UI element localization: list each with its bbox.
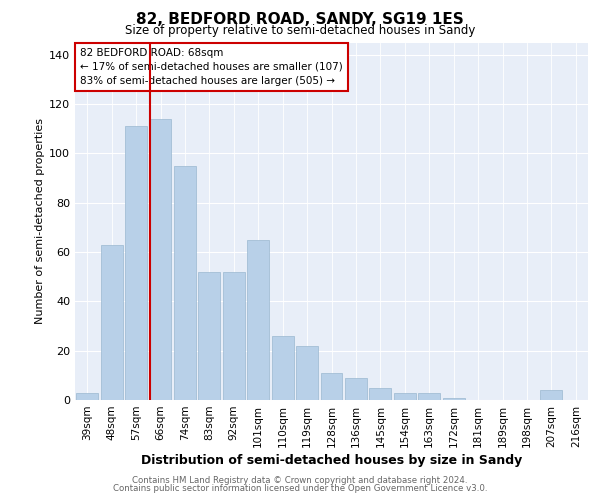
Bar (296, 346, 318, 400)
Bar (247, 240, 269, 400)
Y-axis label: Number of semi-detached properties: Number of semi-detached properties (35, 118, 45, 324)
Bar (370, 388, 391, 400)
X-axis label: Distribution of semi-detached houses by size in Sandy: Distribution of semi-detached houses by … (141, 454, 522, 467)
Bar (443, 398, 464, 400)
Bar (541, 390, 562, 400)
Bar (345, 378, 367, 400)
Bar (149, 119, 172, 400)
Bar (76, 392, 98, 400)
Bar (125, 126, 147, 400)
Text: Size of property relative to semi-detached houses in Sandy: Size of property relative to semi-detach… (125, 24, 475, 37)
Text: Contains HM Land Registry data © Crown copyright and database right 2024.: Contains HM Land Registry data © Crown c… (132, 476, 468, 485)
Bar (223, 272, 245, 400)
Bar (101, 244, 122, 400)
Bar (418, 392, 440, 400)
Bar (394, 392, 416, 400)
Text: 82 BEDFORD ROAD: 68sqm
← 17% of semi-detached houses are smaller (107)
83% of se: 82 BEDFORD ROAD: 68sqm ← 17% of semi-det… (80, 48, 343, 86)
Text: Contains public sector information licensed under the Open Government Licence v3: Contains public sector information licen… (113, 484, 487, 493)
Bar (320, 373, 343, 400)
Bar (272, 336, 293, 400)
Bar (174, 166, 196, 400)
Text: 82, BEDFORD ROAD, SANDY, SG19 1ES: 82, BEDFORD ROAD, SANDY, SG19 1ES (136, 12, 464, 27)
Bar (199, 272, 220, 400)
